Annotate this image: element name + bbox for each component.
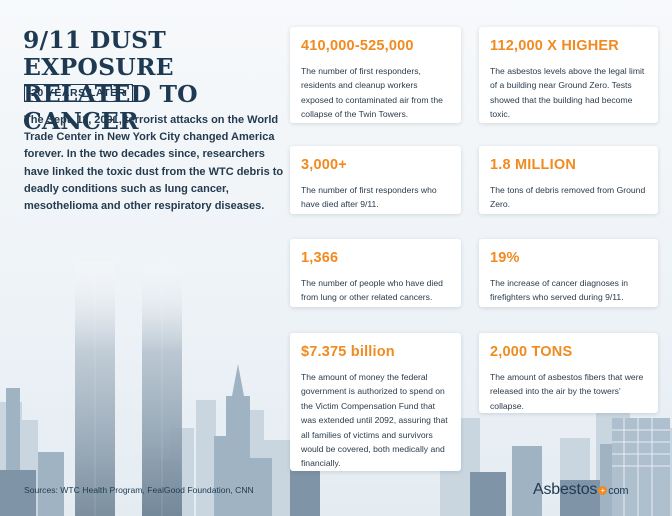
stat-description: The increase of cancer diagnoses in fire…	[490, 278, 629, 303]
stat-card: $7.375 billion The amount of money the f…	[290, 333, 461, 471]
stat-value: 2,000 TONS	[490, 344, 573, 360]
logo-name: Asbestos	[533, 481, 598, 498]
stat-description: The number of first responders who have …	[301, 185, 437, 210]
intro-paragraph: The Sept. 11, 2001, terrorist attacks on…	[24, 114, 284, 213]
stat-description: The number of first responders, resident…	[301, 66, 443, 120]
page-title: 9/11 DUST EXPOSURE RELATED TO CANCER	[23, 26, 198, 135]
stat-description: The amount of asbestos fibers that were …	[490, 372, 644, 411]
stat-card: 410,000-525,000 The number of first resp…	[290, 27, 461, 123]
stat-card: 1,366 The number of people who have died…	[290, 239, 461, 307]
stat-value: 3,000+	[301, 157, 347, 173]
stat-value: 19%	[490, 250, 520, 266]
logo-dot: +	[598, 486, 608, 495]
subtitle-badge: 20 YEARS LATER	[24, 84, 133, 102]
stat-value: 1,366	[301, 250, 339, 266]
sources-note: Sources: WTC Health Program, FealGood Fo…	[24, 485, 254, 495]
stat-card: 1.8 MILLION The tons of debris removed f…	[479, 146, 658, 214]
stat-description: The asbestos levels above the legal limi…	[490, 66, 645, 120]
stat-value: 410,000-525,000	[301, 38, 414, 54]
stat-value: $7.375 billion	[301, 344, 395, 360]
stat-card: 3,000+ The number of first responders wh…	[290, 146, 461, 214]
stat-card: 19% The increase of cancer diagnoses in …	[479, 239, 658, 307]
brand-logo: Asbestos + com	[533, 481, 629, 499]
stat-value: 1.8 MILLION	[490, 157, 576, 173]
logo-suffix: com	[608, 485, 629, 497]
stat-description: The amount of money the federal governme…	[301, 372, 448, 469]
stat-description: The tons of debris removed from Ground Z…	[490, 185, 646, 210]
stat-card: 2,000 TONS The amount of asbestos fibers…	[479, 333, 658, 413]
stat-value: 112,000 X HIGHER	[490, 38, 619, 54]
stat-description: The number of people who have died from …	[301, 278, 443, 303]
stat-card: 112,000 X HIGHER The asbestos levels abo…	[479, 27, 658, 123]
